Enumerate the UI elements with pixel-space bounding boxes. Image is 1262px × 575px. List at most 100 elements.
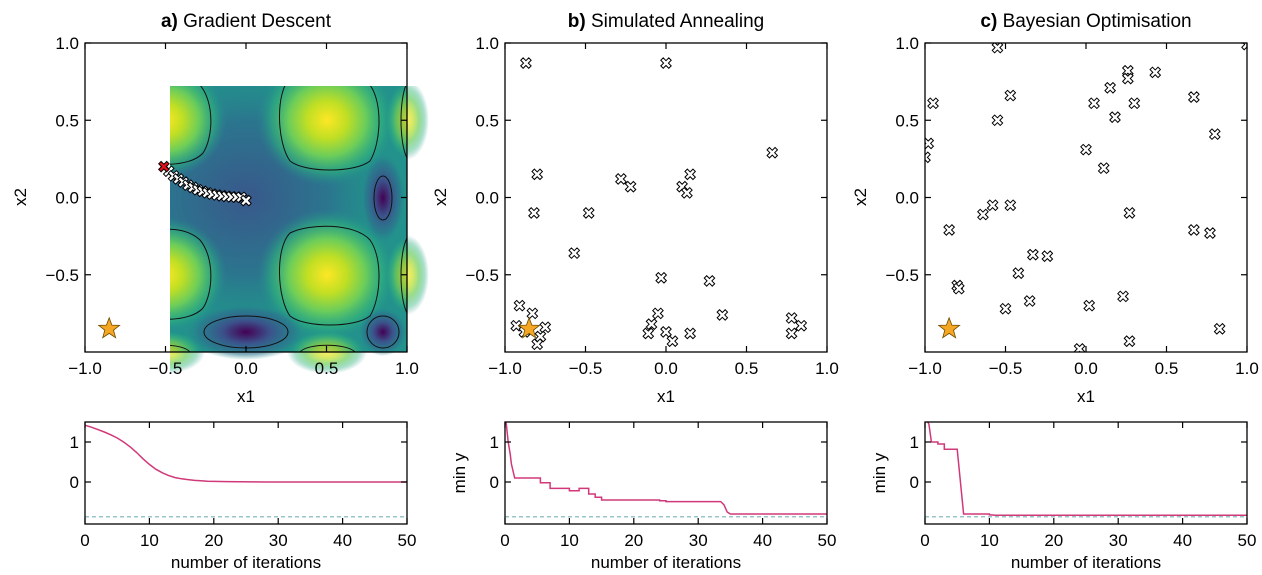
sample-marker xyxy=(513,299,526,312)
x-axis-label-c: x1 xyxy=(1077,387,1095,406)
sample-marker xyxy=(582,207,595,219)
panel-title-c: c) Bayesian Optimisation xyxy=(980,11,1191,32)
min-y-series xyxy=(926,422,1247,516)
axes-frame-b xyxy=(504,42,828,353)
line-plot-area xyxy=(505,422,827,518)
sample-marker xyxy=(681,186,693,199)
sample-marker xyxy=(1187,224,1200,236)
line-frame-c xyxy=(924,421,1248,525)
sample-marker xyxy=(520,57,532,69)
sample-marker xyxy=(977,208,989,221)
y-tick-label: 1.0 xyxy=(895,34,919,53)
line-x-label-a: number of iterations xyxy=(171,553,321,572)
sample-marker xyxy=(952,282,965,295)
sample-marker xyxy=(684,327,697,340)
sample-marker xyxy=(999,302,1012,315)
line-frame-a xyxy=(84,421,408,525)
sample-marker xyxy=(1241,43,1247,51)
y-tick-label: 1.0 xyxy=(55,34,79,53)
x-tick-label: 40 xyxy=(1173,531,1192,550)
sample-marker xyxy=(1204,227,1216,239)
axes-frame-c xyxy=(924,42,1248,353)
x-tick-label: −0.5 xyxy=(149,359,183,378)
y-tick-label: 0.5 xyxy=(475,111,499,130)
sample-marker xyxy=(1004,199,1017,212)
marks-b xyxy=(510,57,808,351)
y-tick-label: −0.5 xyxy=(45,266,79,285)
sample-marker xyxy=(1123,335,1136,348)
sample-marker xyxy=(785,327,798,340)
y-tick-label: −0.5 xyxy=(465,266,499,285)
x-tick-label: −1.0 xyxy=(908,359,942,378)
x-tick-label: 50 xyxy=(398,531,417,550)
x-tick-label: −1.0 xyxy=(488,359,522,378)
x-tick-label: 0 xyxy=(500,531,509,550)
sample-marker xyxy=(568,247,581,260)
sample-marker xyxy=(1128,97,1141,110)
min-y-series xyxy=(505,422,827,515)
sample-marker xyxy=(716,309,729,321)
x-tick-label: 0.5 xyxy=(735,359,759,378)
contour-panel-a: a) Gradient Descent −1.0 −0.5 0.0 0.5 1.0 −0.… xyxy=(11,11,419,406)
sample-marker xyxy=(795,319,808,332)
x-tick-label: 20 xyxy=(1044,531,1063,550)
sample-marker xyxy=(766,146,779,159)
contour-panel-c: c) Bayesian Optimisation −1.0 −0.5 0.0 0.5 1… xyxy=(851,11,1259,406)
x-tick-label: 40 xyxy=(333,531,352,550)
line-plot-area xyxy=(85,424,407,518)
line-marks-b: 0 10 20 30 40 50 0 1 xyxy=(490,422,836,550)
sample-marker xyxy=(1083,299,1096,312)
sample-marker xyxy=(526,307,539,320)
line-frame-b xyxy=(504,421,828,525)
sample-marker xyxy=(1121,72,1134,85)
line-panel-a: 0 10 20 30 40 50 0 1 number of iterations xyxy=(70,421,417,572)
sample-marker xyxy=(1041,250,1054,263)
sample-marker xyxy=(531,168,544,181)
min-y-series xyxy=(85,424,407,483)
sample-marker xyxy=(1187,91,1200,103)
y-tick-label: 0 xyxy=(910,473,919,492)
contour-panel-b: b) Simulated Annealing −1.0 −0.5 0.0 0.5 1.0… xyxy=(431,11,839,406)
x-tick-label: −0.5 xyxy=(989,359,1023,378)
x-tick-label: 10 xyxy=(140,531,159,550)
sample-marker xyxy=(925,151,931,164)
sample-marker xyxy=(652,307,664,320)
y-tick-label: 1 xyxy=(490,433,499,452)
sample-marker xyxy=(927,97,939,110)
sample-marker xyxy=(645,318,658,331)
y-tick-label: 1.0 xyxy=(475,34,499,53)
x-tick-label: 0.5 xyxy=(1155,359,1179,378)
sample-marker xyxy=(539,321,552,334)
y-tick-label: 1 xyxy=(70,433,79,452)
marks-c xyxy=(925,43,1247,352)
sample-marker xyxy=(615,173,627,185)
x-tick-label: 30 xyxy=(1109,531,1128,550)
sample-marker xyxy=(1208,128,1221,141)
sample-marker xyxy=(684,168,697,181)
sample-marker xyxy=(986,199,999,212)
line-y-label-b: min y xyxy=(450,452,469,493)
line-panel-c: 0 10 20 30 40 50 0 1 number of iterations min y xyxy=(870,421,1256,572)
y-tick-label: 1 xyxy=(910,433,919,452)
line-plot-area xyxy=(925,422,1247,518)
sample-marker xyxy=(528,207,540,219)
x-tick-label: 0.0 xyxy=(234,359,258,378)
line-marks-a: 0 10 20 30 40 50 0 1 xyxy=(70,422,417,550)
sample-marker xyxy=(240,194,252,207)
y-tick-label: −0.5 xyxy=(885,266,919,285)
line-marks-c: 0 10 20 30 40 50 0 1 xyxy=(910,422,1256,550)
sample-marker xyxy=(1026,248,1039,261)
sample-marker xyxy=(785,312,798,324)
x-tick-label: 10 xyxy=(980,531,999,550)
sample-marker xyxy=(991,43,1004,54)
sample-marker xyxy=(703,275,716,287)
line-panel-b: 0 10 20 30 40 50 0 1 number of iterations min y xyxy=(450,421,836,572)
sample-marker xyxy=(1109,111,1121,124)
sample-marker xyxy=(1149,66,1162,79)
sample-marker xyxy=(660,326,672,338)
y-tick-label: 0.5 xyxy=(55,111,79,130)
ticks-c: −1.0 −0.5 0.0 0.5 1.0 −0.5 0.0 0.5 1.0 xyxy=(885,34,1258,378)
x-tick-label: 30 xyxy=(689,531,708,550)
optimum-star xyxy=(937,316,961,339)
